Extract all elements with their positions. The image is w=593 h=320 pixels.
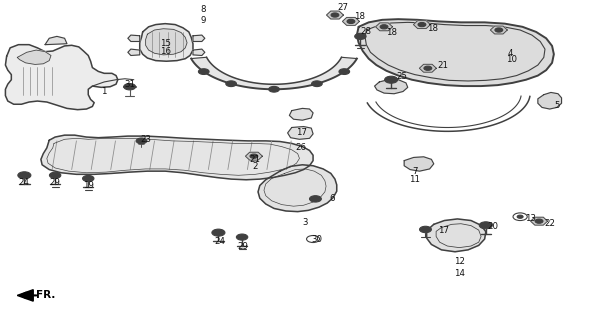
Circle shape (517, 215, 523, 218)
Text: 28: 28 (360, 28, 371, 36)
Polygon shape (375, 80, 408, 94)
Text: 29: 29 (50, 179, 60, 188)
Text: 15: 15 (160, 39, 171, 48)
Polygon shape (343, 18, 359, 25)
Text: 17: 17 (438, 226, 449, 235)
Text: 20: 20 (487, 222, 498, 231)
Text: 21: 21 (250, 155, 260, 164)
Text: 3: 3 (302, 218, 308, 227)
Circle shape (385, 76, 398, 83)
Circle shape (420, 226, 431, 233)
Text: 12: 12 (454, 258, 465, 267)
Polygon shape (413, 21, 431, 28)
Polygon shape (146, 29, 187, 55)
Circle shape (310, 196, 321, 202)
Text: 9: 9 (200, 16, 206, 25)
Text: 2: 2 (253, 162, 258, 171)
Polygon shape (193, 35, 205, 42)
Text: 24: 24 (19, 179, 30, 188)
Polygon shape (17, 290, 33, 301)
Circle shape (479, 222, 492, 229)
Polygon shape (191, 57, 357, 89)
Polygon shape (289, 108, 313, 120)
Text: 8: 8 (200, 5, 206, 14)
Text: 10: 10 (506, 55, 517, 64)
Text: 21: 21 (438, 60, 449, 69)
Circle shape (226, 81, 237, 87)
Text: 7: 7 (412, 167, 417, 176)
Text: 1: 1 (101, 87, 107, 96)
Circle shape (237, 234, 248, 240)
Circle shape (495, 28, 503, 32)
Text: 14: 14 (454, 268, 465, 278)
Polygon shape (5, 45, 118, 110)
Text: 4: 4 (508, 49, 514, 58)
Circle shape (535, 219, 543, 223)
Text: 6: 6 (329, 194, 334, 203)
Text: 18: 18 (385, 28, 397, 37)
Polygon shape (193, 49, 205, 55)
Text: 11: 11 (409, 175, 420, 184)
Text: 16: 16 (160, 47, 171, 56)
Circle shape (124, 84, 136, 90)
Circle shape (82, 175, 94, 181)
Polygon shape (45, 36, 67, 45)
Text: 13: 13 (525, 214, 535, 223)
Text: FR.: FR. (36, 291, 56, 300)
Text: 29: 29 (238, 242, 248, 251)
Polygon shape (375, 23, 393, 31)
Text: 18: 18 (353, 12, 365, 21)
Text: 22: 22 (544, 219, 555, 228)
Circle shape (331, 13, 339, 17)
Circle shape (380, 25, 388, 29)
Circle shape (339, 69, 350, 75)
Circle shape (355, 33, 366, 39)
Polygon shape (538, 92, 562, 109)
Polygon shape (419, 64, 436, 72)
Text: 18: 18 (427, 24, 438, 33)
Circle shape (136, 138, 147, 144)
Circle shape (18, 172, 31, 179)
Circle shape (424, 66, 432, 70)
Circle shape (347, 19, 355, 23)
Text: 26: 26 (296, 143, 307, 152)
Polygon shape (41, 135, 313, 180)
Circle shape (311, 81, 322, 87)
Polygon shape (140, 24, 193, 61)
Polygon shape (490, 26, 507, 34)
Polygon shape (258, 165, 337, 212)
Text: 27: 27 (337, 3, 348, 12)
Text: 5: 5 (554, 101, 560, 110)
Text: 24: 24 (214, 237, 225, 246)
Circle shape (212, 229, 225, 236)
Circle shape (269, 86, 279, 92)
Polygon shape (531, 217, 547, 225)
Circle shape (418, 22, 426, 27)
Polygon shape (357, 19, 554, 86)
Text: 25: 25 (396, 72, 407, 81)
Polygon shape (128, 35, 140, 42)
Polygon shape (426, 219, 486, 252)
Circle shape (250, 154, 258, 158)
Circle shape (49, 172, 61, 178)
Text: 31: 31 (124, 80, 135, 89)
Circle shape (199, 69, 209, 75)
Text: 17: 17 (296, 128, 307, 137)
Polygon shape (404, 157, 433, 171)
Text: 23: 23 (140, 135, 151, 144)
Polygon shape (17, 50, 51, 64)
Polygon shape (327, 11, 343, 19)
Text: 19: 19 (83, 181, 94, 190)
Text: 30: 30 (311, 235, 322, 244)
Polygon shape (246, 152, 262, 160)
Polygon shape (128, 49, 140, 55)
Polygon shape (288, 126, 313, 139)
